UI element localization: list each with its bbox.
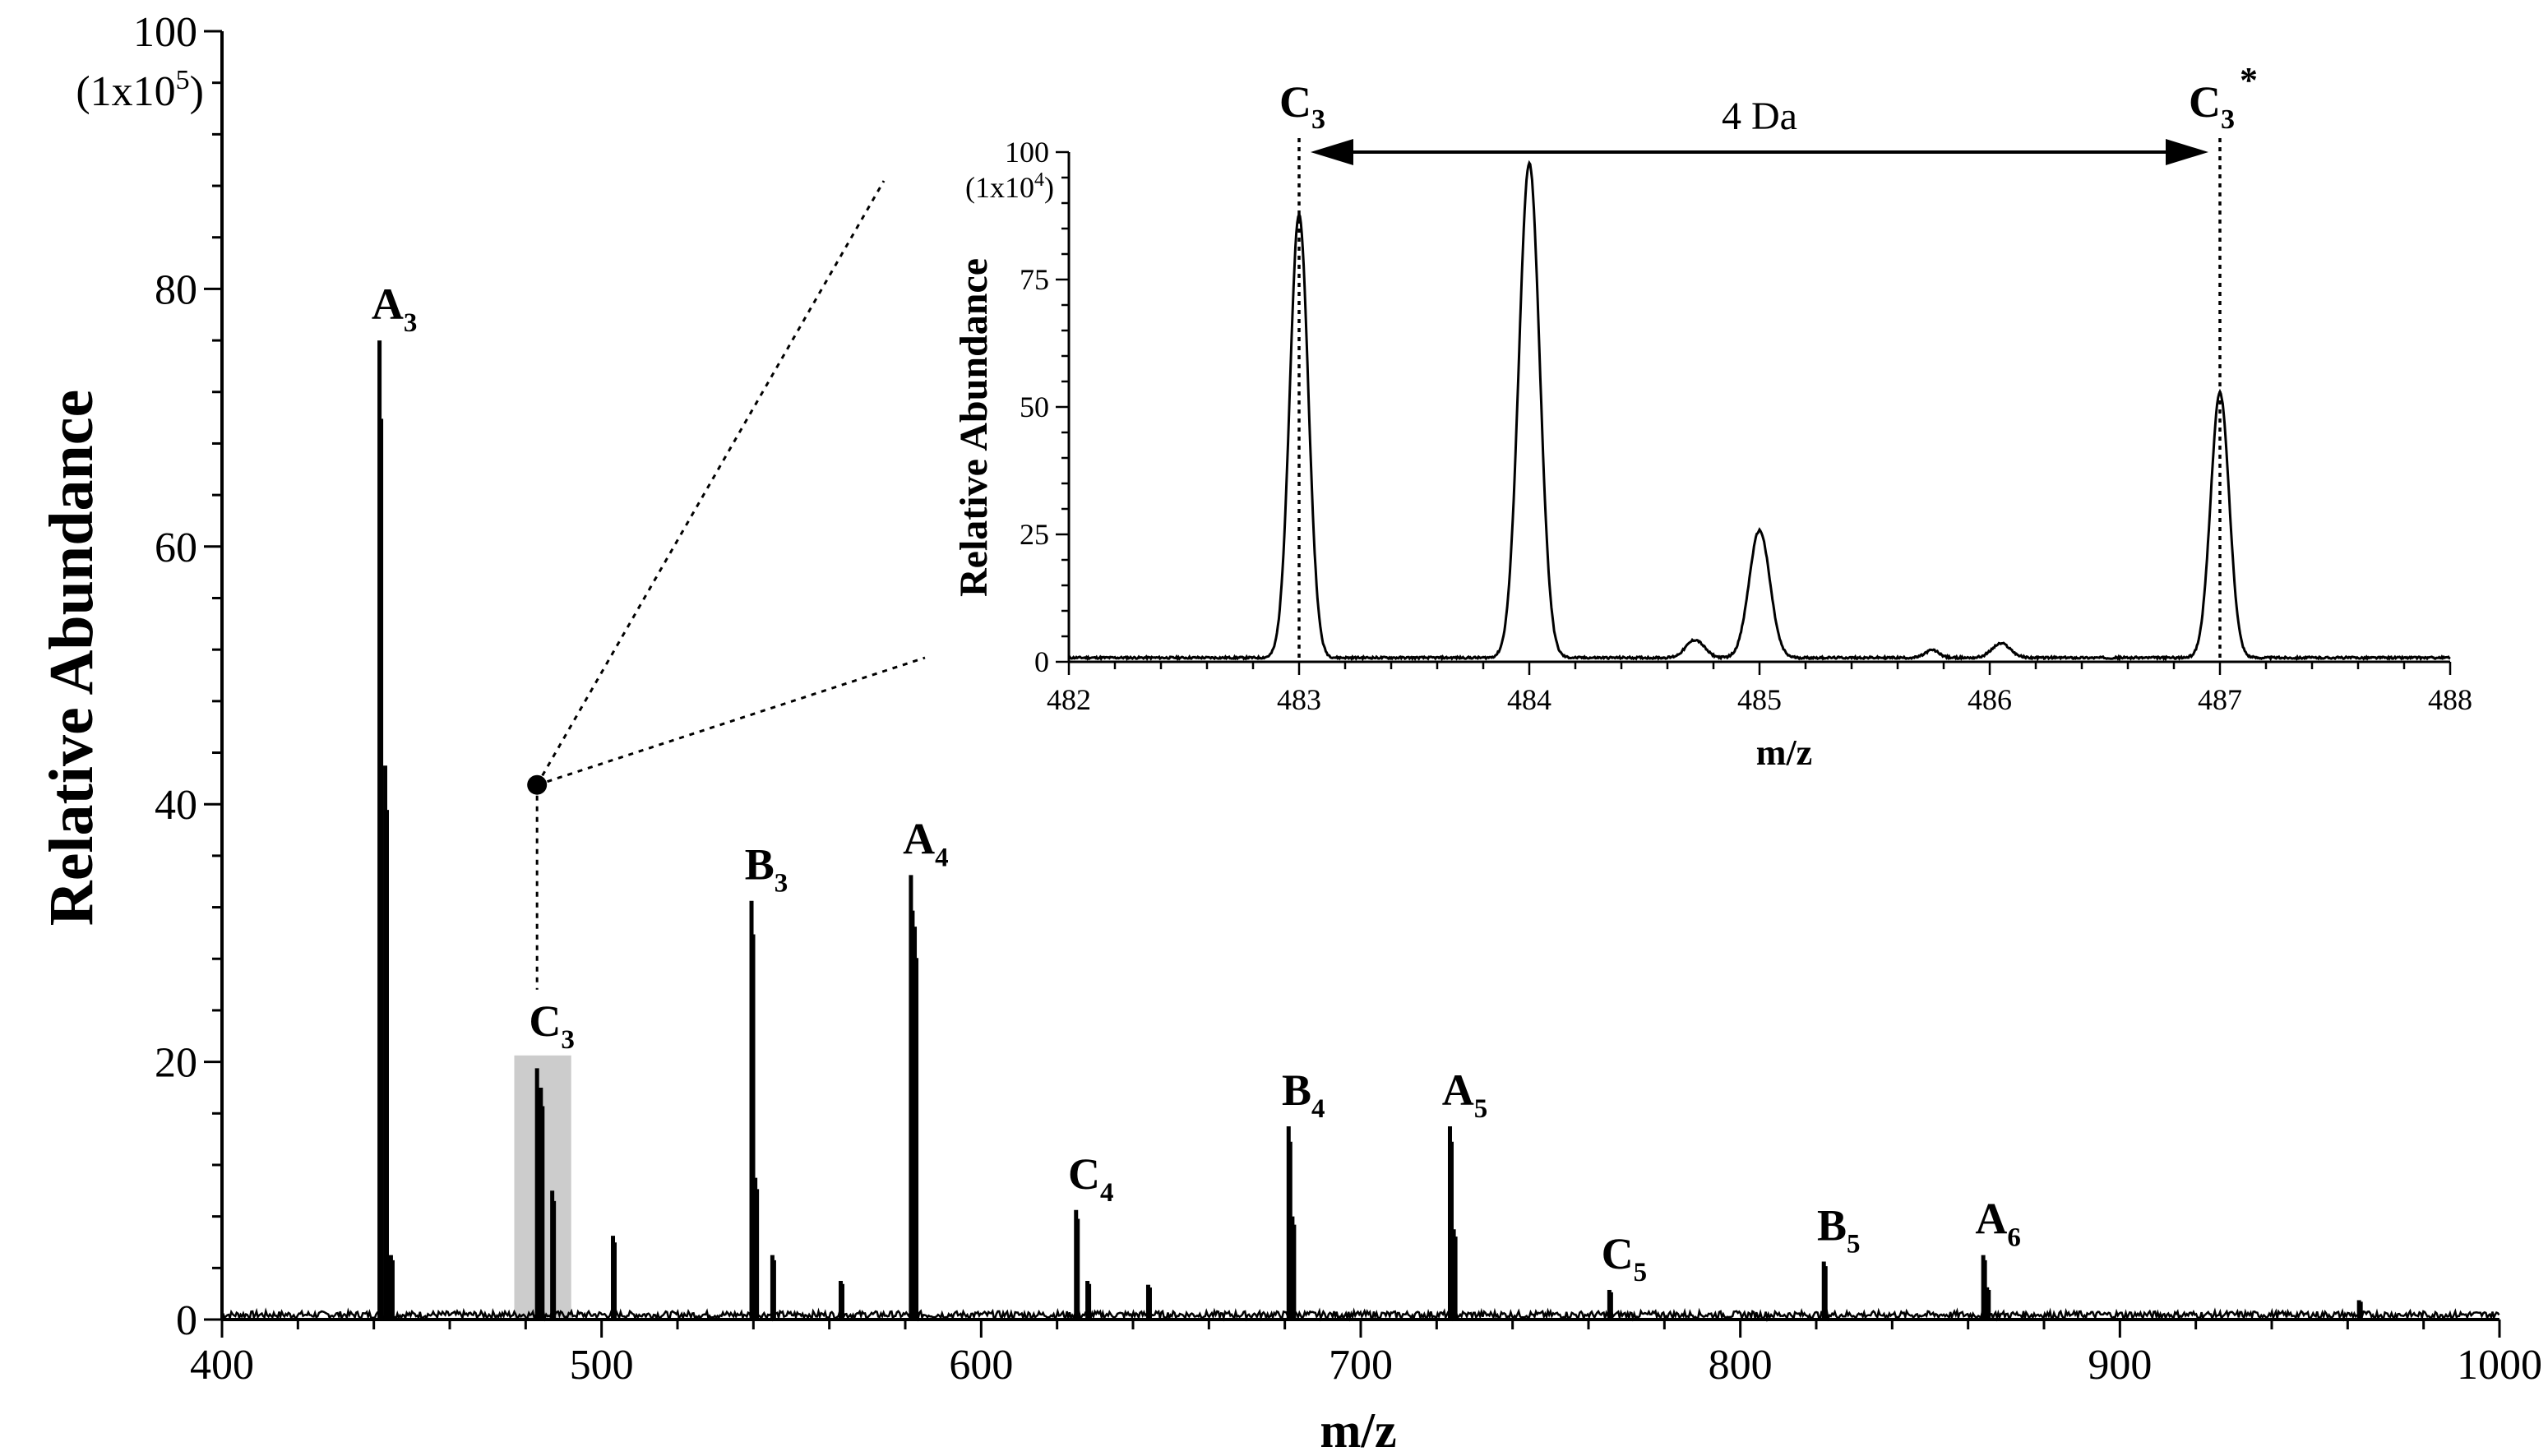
main-y-tick-label: 20 xyxy=(155,1040,197,1087)
main-x-tick-label: 800 xyxy=(1709,1342,1773,1389)
main-y-tick-label: 40 xyxy=(155,782,197,829)
zoom-marker-dot xyxy=(527,774,548,795)
main-x-tick-label: 400 xyxy=(190,1342,254,1389)
inset-x-tick-label: 482 xyxy=(1047,683,1091,716)
inset-marker-label-1: C3* xyxy=(2189,60,2258,135)
main-x-ticks: 400 500 600 700 800 900 1000 xyxy=(190,1320,2542,1389)
main-x-tick-label: 900 xyxy=(2088,1342,2152,1389)
inset-x-ticks: 482 483 484 485 486 487 488 xyxy=(1047,662,2472,716)
peak-label-C3: C3 xyxy=(529,996,575,1055)
span-arrowhead-left xyxy=(1311,139,1353,165)
inset-marker-label-0: C3 xyxy=(1279,77,1325,135)
main-peak-labels: A3 C3 B3 A4 C4 B4 A5 C5 B5 A6 xyxy=(372,280,2021,1287)
span-arrowhead-right xyxy=(2166,139,2208,165)
inset-y-tick-label: 0 xyxy=(1034,645,1049,678)
main-spectrum-traces xyxy=(221,340,2500,1323)
peak-label-C4: C4 xyxy=(1068,1149,1114,1208)
main-y-tick-label: 0 xyxy=(176,1297,197,1344)
inset-x-axis-label: m/z xyxy=(1756,733,1812,773)
zoom-line-upper xyxy=(535,180,886,786)
main-y-multiplier: (1x105) xyxy=(76,65,204,115)
inset-y-tick-label: 100 xyxy=(1005,136,1049,169)
main-y-tick-label: 100 xyxy=(133,9,197,56)
main-y-axis-label: Relative Abundance xyxy=(37,390,106,926)
inset-y-tick-label: 25 xyxy=(1020,518,1049,551)
zoom-connector xyxy=(527,180,926,990)
inset-x-tick-label: 487 xyxy=(2198,683,2242,716)
peak-label-B4: B4 xyxy=(1282,1065,1325,1124)
inset-span-arrow: 4 Da xyxy=(1311,95,2208,165)
main-y-ticks: 0 20 40 60 80 100 xyxy=(133,9,222,1344)
inset-x-tick-label: 485 xyxy=(1737,683,1782,716)
main-baseline-noise xyxy=(221,1307,2500,1323)
inset-y-tick-label: 75 xyxy=(1020,263,1049,296)
zoom-line-lower xyxy=(536,656,926,787)
peak-label-A4: A4 xyxy=(903,814,949,872)
inset-spectrum-trace xyxy=(1068,159,2451,662)
main-x-axis-label: m/z xyxy=(1320,1403,1396,1452)
main-y-tick-label: 80 xyxy=(155,266,197,313)
inset-y-ticks: 0 25 50 75 100 xyxy=(1005,136,1069,678)
inset-y-axis-label: Relative Abundance xyxy=(952,258,996,597)
inset-x-tick-label: 484 xyxy=(1507,683,1551,716)
inset-x-tick-label: 486 xyxy=(1968,683,2012,716)
peak-label-C5: C5 xyxy=(1602,1229,1648,1287)
peak-label-B5: B5 xyxy=(1817,1200,1861,1259)
inset-y-tick-label: 50 xyxy=(1020,391,1049,423)
main-x-tick-label: 600 xyxy=(949,1342,1013,1389)
inset-x-tick-label: 488 xyxy=(2428,683,2472,716)
inset-chart: 482 483 484 485 486 487 488 0 25 50 75 100 C3 C3* 4… xyxy=(952,60,2472,773)
main-x-tick-label: 1000 xyxy=(2457,1342,2542,1389)
peak-label-A6: A6 xyxy=(1975,1195,2021,1253)
span-label: 4 Da xyxy=(1722,95,1797,138)
peak-label-A3: A3 xyxy=(372,280,418,338)
inset-x-tick-label: 483 xyxy=(1277,683,1321,716)
main-x-tick-label: 700 xyxy=(1329,1342,1393,1389)
inset-y-multiplier: (1x104) xyxy=(965,169,1054,204)
inset-peak-markers: C3 C3* xyxy=(1279,60,2258,662)
main-y-tick-label: 60 xyxy=(155,525,197,571)
main-x-tick-label: 500 xyxy=(570,1342,634,1389)
peak-label-A5: A5 xyxy=(1442,1065,1488,1124)
peak-label-B3: B3 xyxy=(745,840,788,899)
